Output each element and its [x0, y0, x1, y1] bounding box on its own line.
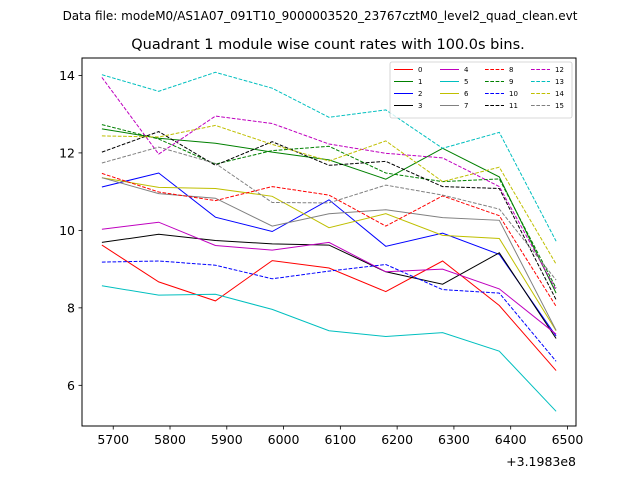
series-line-9 [101, 124, 557, 289]
series-line-8 [101, 172, 557, 307]
plot-area-frame [81, 57, 577, 427]
series-line-6 [101, 177, 557, 331]
legend-label: 4 [464, 66, 469, 74]
y-tick-label: 10 [59, 223, 75, 238]
x-tick-label: 6200 [381, 432, 413, 447]
y-tick-label: 8 [67, 300, 75, 315]
series-line-3 [101, 233, 557, 339]
series-line-15 [101, 146, 557, 281]
series-line-1 [101, 128, 557, 294]
legend-label: 9 [509, 78, 513, 86]
x-tick-label: 5700 [97, 432, 129, 447]
legend-label: 0 [418, 66, 422, 74]
legend-label: 13 [555, 78, 564, 86]
legend-label: 12 [555, 66, 564, 74]
series-line-2 [101, 172, 557, 337]
legend-label: 7 [464, 102, 468, 110]
legend-label: 3 [418, 102, 422, 110]
chart-title: Quadrant 1 module wise count rates with … [131, 37, 525, 53]
x-tick-label: 5800 [154, 432, 186, 447]
series-line-0 [101, 244, 557, 371]
legend-label: 5 [464, 78, 468, 86]
x-tick-label: 6500 [552, 432, 584, 447]
x-tick-label: 6400 [495, 432, 527, 447]
series-line-13 [101, 71, 557, 242]
legend-label: 8 [509, 66, 513, 74]
series-line-12 [101, 77, 557, 291]
legend-label: 14 [555, 90, 564, 98]
y-tick-label: 12 [59, 145, 75, 160]
series-line-7 [101, 177, 557, 331]
x-tick-label: 6300 [438, 432, 470, 447]
series-layer [101, 71, 557, 412]
x-tick-label: 6100 [324, 432, 356, 447]
legend-label: 15 [555, 102, 564, 110]
series-line-5 [101, 285, 557, 412]
y-tick-label: 14 [59, 68, 75, 83]
chart-suptitle: Data file: modeM0/AS1A07_091T10_90000035… [63, 9, 578, 23]
axis-ticks: 5700 5800 5900 6000 6100 6200 6300 6400 65006810… [59, 68, 583, 447]
legend-frame [389, 61, 573, 119]
legend-label: 10 [509, 90, 518, 98]
legend-label: 11 [509, 102, 518, 110]
x-offset-label: +3.1983e8 [506, 454, 576, 469]
series-line-14 [101, 124, 557, 265]
series-line-11 [101, 131, 557, 300]
y-tick-label: 6 [67, 378, 75, 393]
x-tick-label: 6000 [268, 432, 300, 447]
legend-label: 6 [464, 90, 469, 98]
legend-label: 2 [418, 90, 422, 98]
x-tick-label: 5900 [211, 432, 243, 447]
series-line-4 [101, 221, 557, 335]
series-line-10 [101, 260, 557, 362]
legend-label: 1 [418, 78, 422, 86]
